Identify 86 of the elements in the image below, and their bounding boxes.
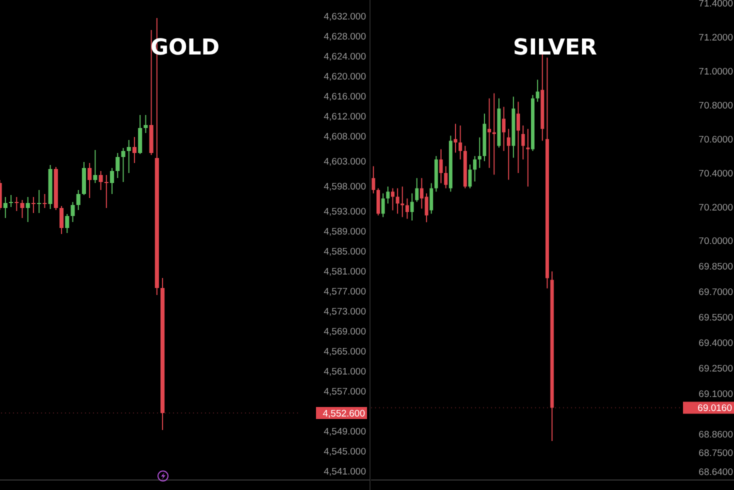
candlestick	[536, 79, 540, 102]
y-tick-label: 4,612.000	[324, 111, 366, 122]
candlestick	[31, 196, 36, 214]
candlestick	[65, 214, 70, 234]
candlestick	[372, 166, 376, 194]
y-tick-label: 69.8500	[698, 262, 733, 273]
candlestick	[14, 196, 19, 212]
candlestick	[405, 198, 409, 220]
y-tick-label: 70.4000	[698, 168, 733, 180]
text: SILVER	[512, 36, 598, 61]
y-tick-label: 4,561.000	[324, 366, 366, 378]
candlestick	[9, 194, 14, 208]
candlestick	[526, 128, 530, 188]
y-tick-label: 70.2000	[698, 202, 733, 214]
candlestick	[468, 164, 472, 189]
candlestick	[521, 125, 525, 160]
candlestick	[42, 194, 47, 208]
y-tick-label: 4,598.000	[324, 181, 366, 192]
y-tick-label: 69.2500	[698, 363, 733, 374]
candlestick	[506, 128, 510, 180]
y-tick-label: 4,589.000	[324, 226, 366, 238]
y-tick-label: 71.0000	[698, 66, 733, 78]
candlestick	[386, 186, 390, 204]
candlestick	[458, 125, 462, 160]
candlestick	[376, 188, 380, 216]
y-tick-label: 4,593.000	[324, 206, 366, 218]
y-tick-label: 69.4000	[698, 338, 733, 349]
candlestick	[444, 166, 448, 189]
candlestick	[76, 190, 80, 210]
y-tick-label: 70.8000	[698, 100, 733, 112]
candlestick	[132, 136, 136, 164]
candlestick	[26, 196, 30, 222]
candlestick	[60, 206, 64, 234]
y-tick-label: 4,557.000	[324, 386, 366, 398]
y-tick-label: 69.7000	[698, 287, 733, 298]
y-tick-label: 68.8600	[698, 430, 733, 441]
y-tick-label: 70.6000	[698, 134, 733, 146]
y-tick-label: 4,573.000	[324, 306, 366, 318]
candlestick	[88, 162, 92, 198]
y-tick-label: 4,545.000	[324, 446, 366, 458]
candlestick	[415, 178, 419, 202]
candlestick	[381, 192, 385, 218]
y-tick-label: 4,608.000	[324, 131, 366, 142]
ref-line-label: 69.0160	[698, 403, 732, 414]
candlestick	[410, 192, 414, 221]
y-tick-label: 4,581.000	[324, 266, 366, 278]
y-tick-label: 4,624.000	[324, 51, 366, 62]
candlestick	[121, 148, 126, 182]
candlestick	[430, 182, 434, 214]
y-tick-label: 4,585.000	[324, 246, 366, 258]
y-tick-label: 70.0000	[698, 236, 733, 248]
y-tick-label: 4,565.000	[324, 346, 366, 358]
y-tick-label: 68.7500	[698, 448, 733, 460]
candlestick	[98, 170, 103, 190]
ref-line-label: 4,552.600	[322, 408, 365, 420]
candlestick	[93, 150, 98, 184]
candlestick	[116, 152, 120, 178]
candlestick	[110, 168, 114, 194]
candlestick	[488, 98, 492, 168]
candlestick	[478, 136, 482, 168]
candlestick	[473, 156, 477, 182]
y-tick-label: 71.4000	[698, 0, 733, 10]
candlestick	[144, 114, 148, 134]
y-tick-label: 4,632.000	[324, 11, 366, 22]
y-tick-label: 4,541.000	[324, 466, 366, 478]
candlestick	[126, 140, 131, 174]
y-tick-label: 4,620.000	[324, 71, 366, 82]
y-tick-label: 69.5500	[698, 312, 733, 324]
y-tick-label: 4,603.000	[324, 156, 366, 168]
candlestick	[20, 200, 24, 218]
y-tick-label: 4,577.000	[324, 286, 366, 298]
y-tick-label: 4,549.000	[324, 426, 366, 438]
candlestick	[104, 174, 108, 208]
y-tick-label: 71.2000	[698, 32, 733, 44]
y-tick-label: 68.6400	[698, 466, 733, 478]
candlestick	[70, 202, 75, 222]
y-tick-label: 4,616.000	[324, 91, 366, 102]
candlestick	[396, 188, 400, 214]
candlestick	[37, 190, 42, 214]
y-tick-label: 4,628.000	[324, 31, 366, 42]
candlestick	[516, 101, 520, 174]
candlestick	[3, 196, 8, 218]
candlestick	[502, 106, 506, 152]
y-tick-label: 4,569.000	[324, 326, 366, 338]
y-tick-label: 69.1000	[698, 388, 733, 400]
candlestick	[390, 188, 394, 211]
